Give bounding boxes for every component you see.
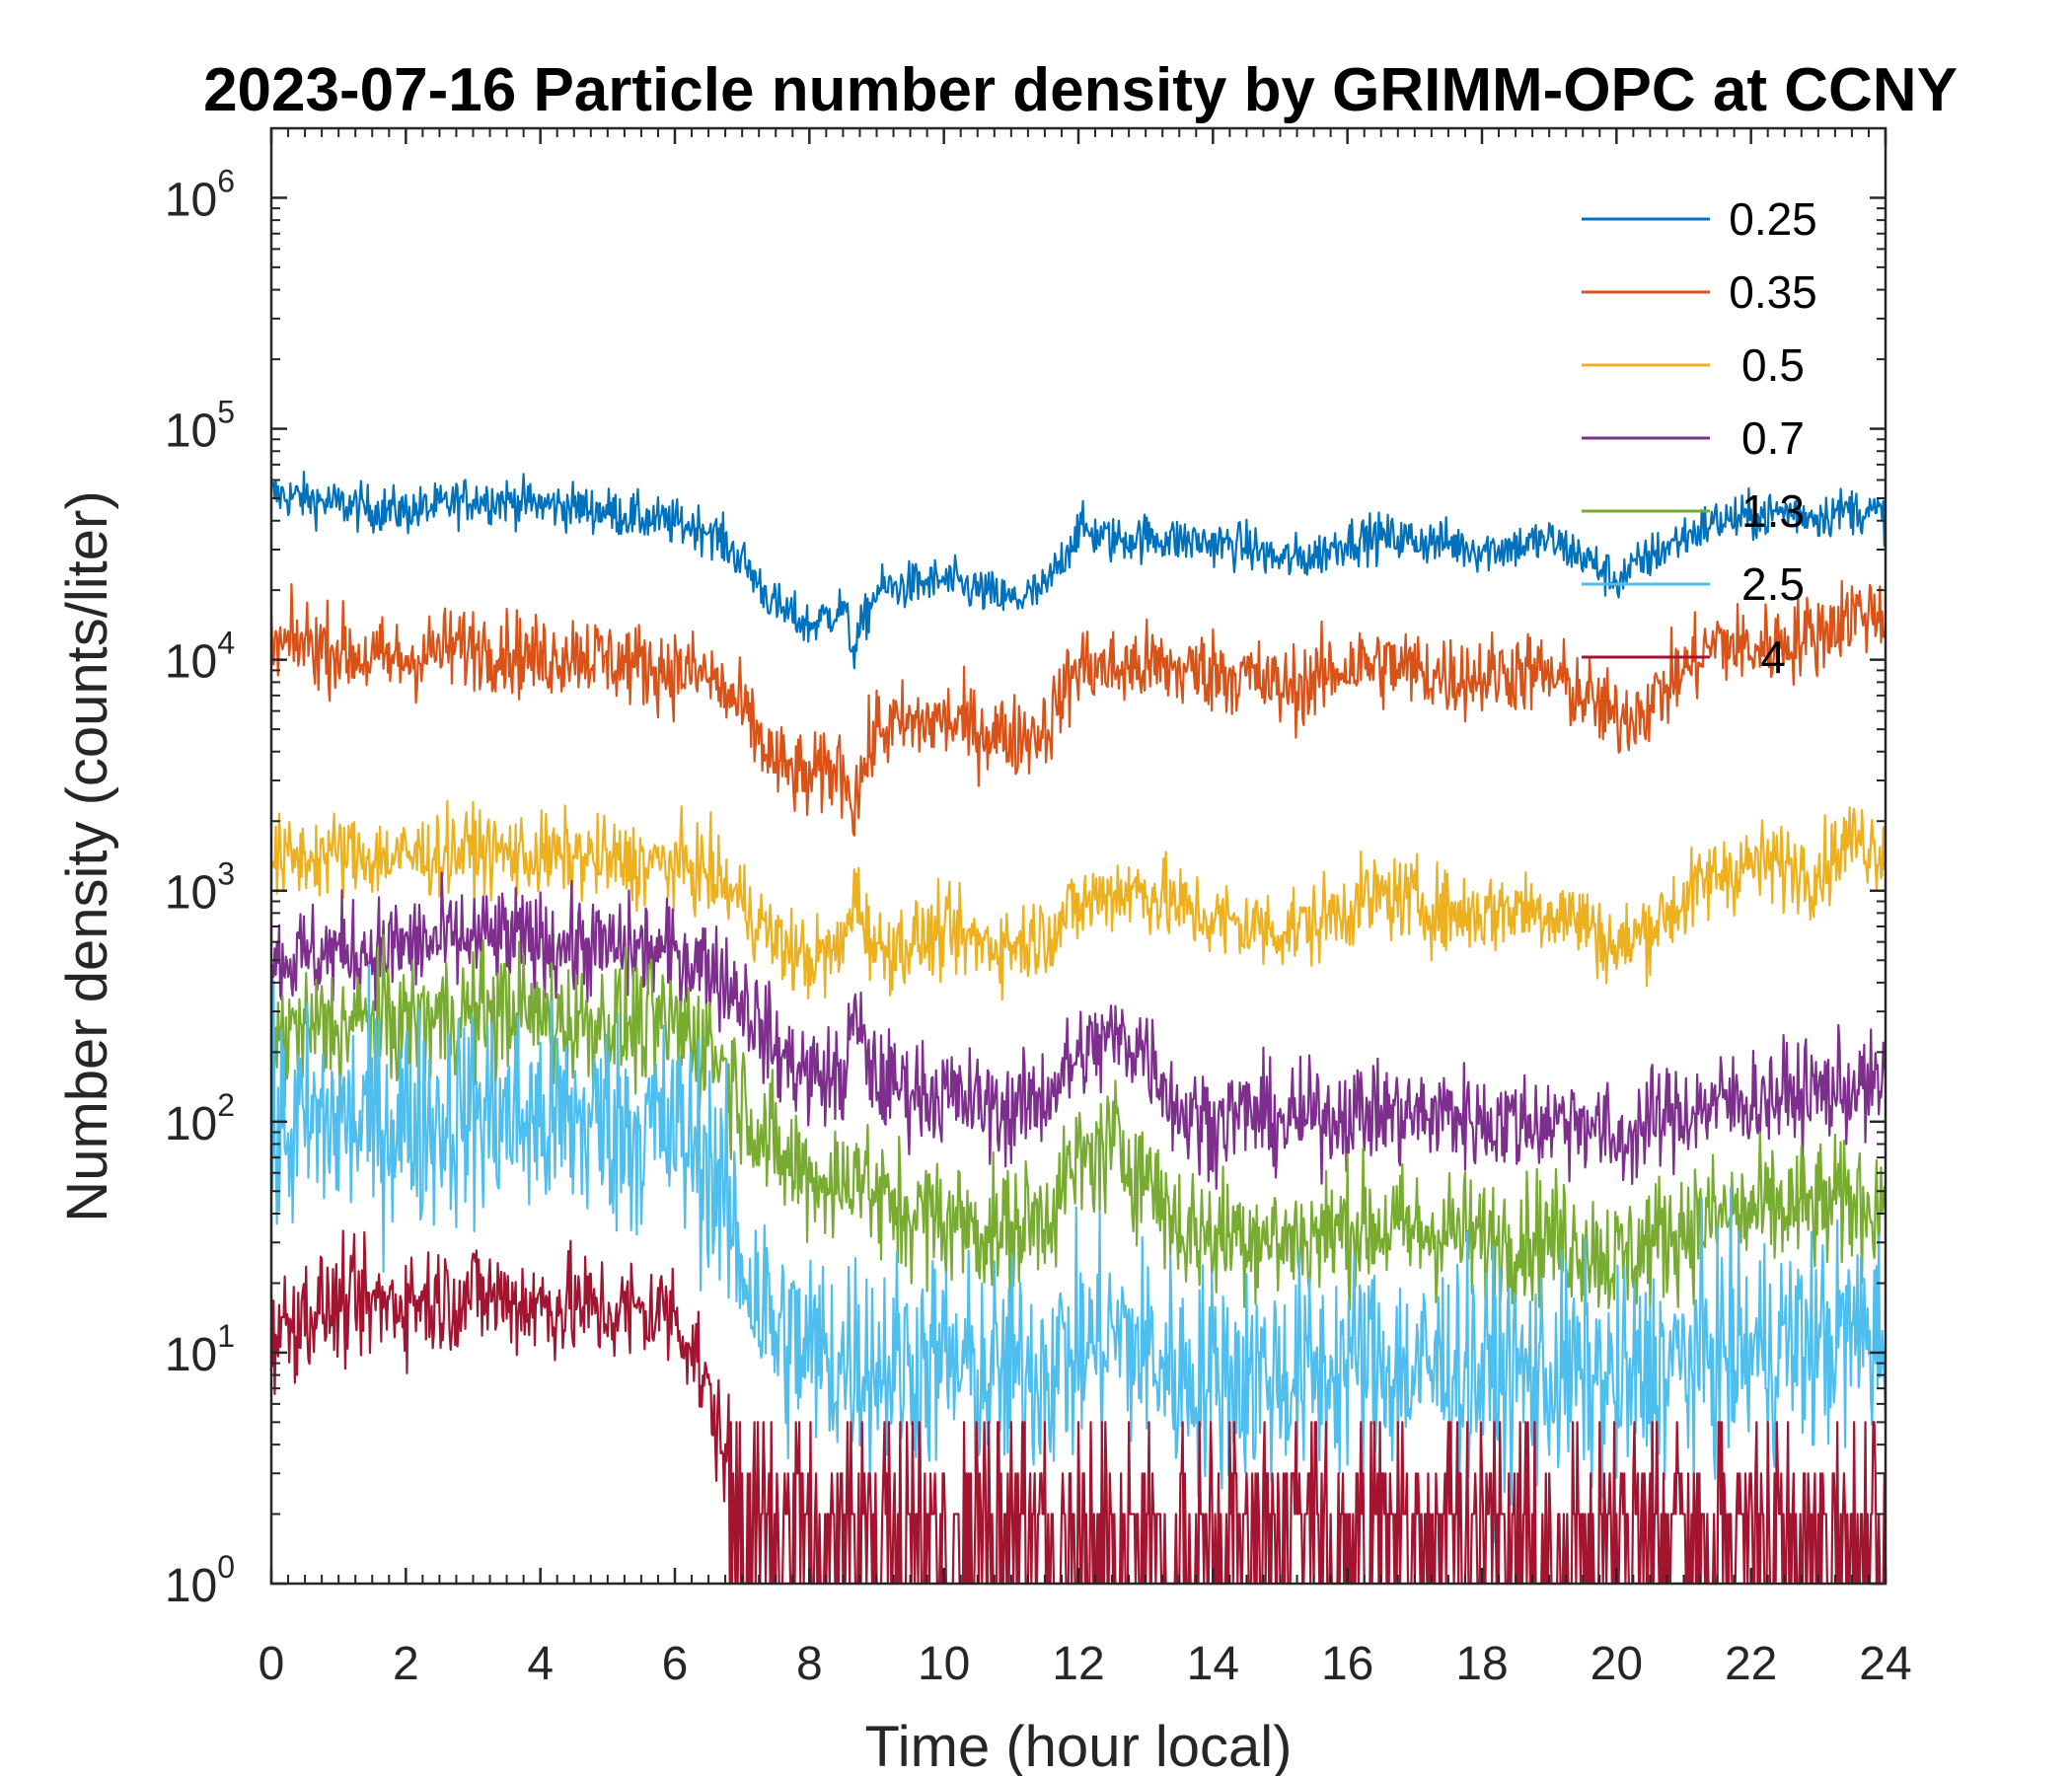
legend-item-2-5-label: 2.5 — [1741, 558, 1805, 610]
series-0-35-line — [269, 579, 1887, 837]
legend-item-2-5: 2.5 — [1582, 558, 1805, 610]
legend-item-0-25: 0.25 — [1582, 193, 1817, 245]
series-0-7 — [269, 871, 1887, 1190]
y-tick-label: 104 — [165, 626, 235, 689]
y-tick-label: 102 — [165, 1087, 235, 1150]
x-tick-label: 12 — [1052, 1638, 1104, 1690]
x-tick-label: 10 — [918, 1638, 970, 1690]
x-axis: 0 2 4 6 8 10 12 14 16 18 20 22 24 — [259, 128, 1912, 1690]
x-tick-label: 22 — [1725, 1638, 1777, 1690]
series-0-5 — [270, 799, 1887, 1001]
legend-item-0-7-label: 0.7 — [1741, 412, 1805, 464]
series-1-3-line — [269, 933, 1887, 1311]
legend: 0.25 0.35 0.5 0.7 1.3 2.5 4 — [1582, 193, 1817, 683]
legend-item-0-35: 0.35 — [1582, 266, 1817, 318]
chart-title: 2023-07-16 Particle number density by GR… — [203, 56, 1958, 124]
y-tick-label: 100 — [165, 1549, 235, 1612]
legend-item-1-3-label: 1.3 — [1741, 485, 1805, 537]
x-tick-label: 16 — [1321, 1638, 1373, 1690]
series-2-5-line — [269, 963, 1887, 1543]
y-axis-label: Number density (counts/liter) — [55, 490, 119, 1221]
series-1-3 — [269, 933, 1887, 1311]
legend-item-0-25-label: 0.25 — [1729, 193, 1817, 245]
y-axis: 100 101 102 103 104 105 106 — [165, 163, 1886, 1612]
series-0-7-line — [269, 871, 1887, 1190]
series-0-25-line — [269, 471, 1887, 670]
x-tick-label: 2 — [393, 1638, 419, 1690]
y-tick-label: 101 — [165, 1318, 235, 1381]
series-0-25 — [269, 471, 1887, 670]
series-layer — [269, 471, 1887, 1586]
x-tick-label: 6 — [662, 1638, 689, 1690]
legend-item-0-35-label: 0.35 — [1729, 266, 1817, 318]
legend-item-0-7: 0.7 — [1582, 412, 1805, 464]
legend-item-0-5: 0.5 — [1582, 339, 1805, 391]
x-tick-label: 0 — [259, 1638, 285, 1690]
y-tick-label: 106 — [165, 163, 235, 226]
y-tick-label: 103 — [165, 856, 235, 920]
minor-ticks — [271, 128, 1886, 1584]
series-0-35 — [269, 579, 1887, 837]
series-4 — [269, 1229, 1887, 1586]
legend-item-4-label: 4 — [1760, 631, 1786, 683]
legend-item-4: 4 — [1582, 631, 1786, 683]
x-tick-label: 20 — [1591, 1638, 1643, 1690]
series-2-5 — [269, 963, 1887, 1543]
legend-item-0-5-label: 0.5 — [1741, 339, 1805, 391]
minor-tick-marks — [271, 128, 1886, 1584]
y-tick-label: 105 — [165, 395, 235, 458]
x-tick-label: 24 — [1859, 1638, 1911, 1690]
series-4-line — [269, 1229, 1887, 1586]
x-tick-label: 18 — [1455, 1638, 1508, 1690]
x-axis-label: Time (hour local) — [865, 1715, 1293, 1776]
x-tick-label: 4 — [527, 1638, 554, 1690]
legend-item-1-3: 1.3 — [1582, 485, 1805, 537]
x-tick-label: 14 — [1187, 1638, 1239, 1690]
x-tick-label: 8 — [796, 1638, 823, 1690]
series-0-5-line — [270, 799, 1887, 1001]
